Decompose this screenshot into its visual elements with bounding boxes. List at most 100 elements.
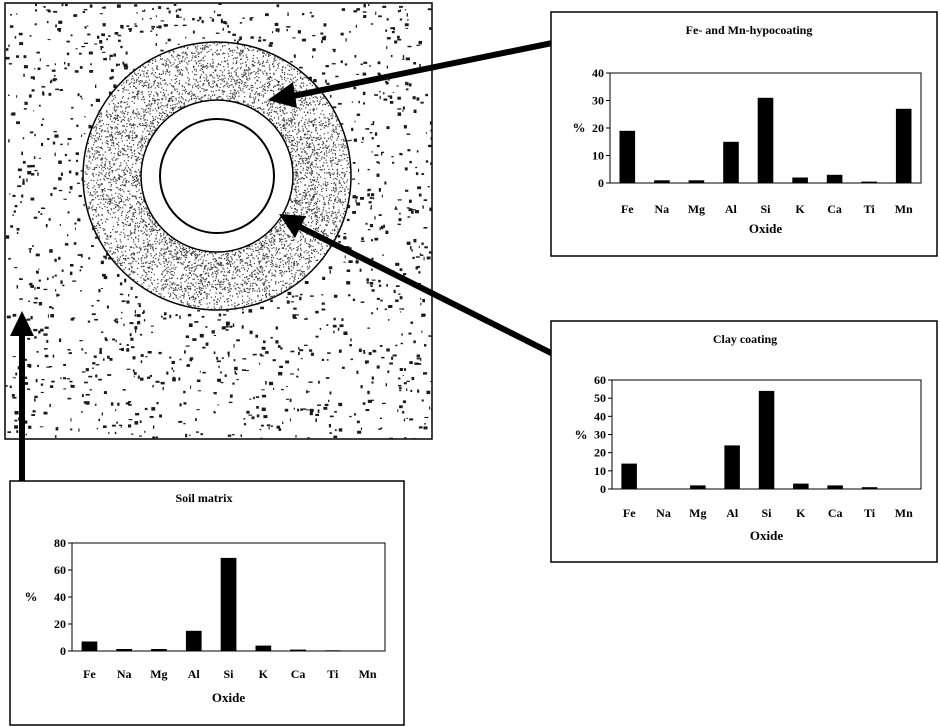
hypocoating-grain: [160, 118, 162, 121]
hypocoating-grain: [305, 88, 308, 90]
hypocoating-grain: [321, 212, 323, 214]
hypocoating-grain: [307, 111, 309, 113]
hypocoating-grain: [220, 308, 223, 310]
hypocoating-grain: [320, 120, 322, 122]
matrix-grain: [48, 366, 53, 368]
matrix-grain: [29, 131, 34, 134]
hypocoating-grain: [330, 115, 332, 117]
matrix-grain: [376, 365, 380, 369]
hypocoating-grain: [146, 211, 148, 213]
hypocoating-grain: [300, 120, 302, 122]
hypocoating-grain: [97, 229, 99, 231]
hypocoating-grain: [306, 198, 308, 200]
hypocoating-grain: [115, 117, 117, 120]
matrix-grain: [158, 351, 162, 355]
hypocoating-grain: [326, 102, 329, 104]
matrix-grain: [337, 102, 342, 105]
hypocoating-grain: [240, 53, 242, 55]
hypocoating-grain: [119, 245, 121, 247]
hypocoating-grain: [229, 76, 231, 78]
hypocoating-grain: [261, 94, 263, 96]
hypocoating-grain: [311, 164, 313, 166]
hypocoating-grain: [199, 300, 201, 302]
hypocoating-grain: [230, 97, 232, 99]
matrix-grain: [211, 330, 215, 334]
matrix-grain: [374, 132, 378, 136]
hypocoating-grain: [118, 150, 120, 153]
hypocoating-grain: [106, 143, 108, 145]
hypocoating-grain: [137, 179, 139, 181]
hypocoating-grain: [113, 109, 115, 111]
hypocoating-grain: [181, 277, 183, 279]
hypocoating-grain: [212, 54, 214, 56]
hypocoating-grain: [166, 84, 169, 86]
hypocoating-grain: [342, 178, 344, 180]
matrix-grain: [59, 338, 62, 342]
hypocoating-grain: [187, 275, 189, 277]
hypocoating-grain: [94, 226, 96, 228]
hypocoating-grain: [123, 112, 125, 114]
matrix-grain: [122, 389, 126, 391]
hypocoating-grain: [309, 208, 311, 210]
hypocoating-grain: [341, 222, 343, 224]
hypocoating-grain: [140, 148, 142, 150]
hypocoating-grain: [185, 279, 188, 281]
hypocoating-grain: [206, 51, 208, 53]
hypocoating-grain: [299, 259, 301, 261]
hypocoating-grain: [265, 256, 267, 258]
matrix-grain: [134, 326, 138, 330]
hypocoating-grain: [283, 123, 285, 125]
matrix-grain: [412, 438, 416, 439]
hypocoating-grain: [177, 258, 180, 260]
hypocoating-grain: [250, 71, 252, 74]
hypocoating-grain: [268, 78, 270, 80]
matrix-grain: [263, 415, 268, 419]
hypocoating-grain: [294, 118, 296, 120]
hypocoating-grain: [98, 122, 100, 124]
matrix-grain: [403, 273, 407, 276]
hypocoating-grain: [258, 61, 260, 63]
hypocoating-grain: [148, 85, 150, 87]
hypocoating-grain: [174, 268, 176, 270]
hypocoating-grain: [123, 269, 125, 271]
hypocoating-grain: [124, 183, 126, 185]
hypocoating-grain: [256, 76, 258, 78]
matrix-grain: [407, 149, 411, 152]
hypocoating-grain: [168, 241, 171, 243]
hypocoating-grain: [312, 199, 314, 201]
hypocoating-grain: [128, 134, 130, 136]
hypocoating-grain: [176, 253, 178, 255]
hypocoating-grain: [161, 284, 163, 286]
hypocoating-grain: [284, 233, 286, 235]
hypocoating-grain: [124, 258, 126, 261]
hypocoating-grain: [308, 208, 310, 210]
hypocoating-grain: [308, 244, 311, 246]
hypocoating-grain: [301, 157, 303, 159]
matrix-grain: [8, 139, 10, 143]
hypocoating-grain: [283, 72, 286, 74]
matrix-grain: [289, 418, 291, 422]
hypocoating-grain: [286, 240, 288, 242]
hypocoating-grain: [192, 273, 195, 275]
hypocoating-grain: [216, 274, 218, 276]
hypocoating-grain: [205, 89, 207, 91]
hypocoating-grain: [315, 130, 317, 132]
hypocoating-grain: [339, 174, 341, 176]
matrix-grain: [49, 385, 54, 388]
hypocoating-grain: [139, 171, 141, 173]
hypocoating-grain: [226, 267, 229, 269]
hypocoating-grain: [239, 260, 241, 262]
hypocoating-grain: [222, 91, 224, 93]
hypocoating-grain: [274, 240, 276, 242]
matrix-grain: [333, 317, 336, 321]
hypocoating-grain: [152, 116, 154, 118]
hypocoating-grain: [173, 293, 176, 295]
matrix-grain: [328, 424, 331, 428]
matrix-grain: [397, 108, 402, 110]
matrix-grain: [384, 181, 387, 185]
hypocoating-grain: [121, 125, 124, 127]
hypocoating-grain: [133, 271, 135, 273]
hypocoating-grain: [86, 155, 88, 157]
matrix-grain: [410, 389, 413, 392]
hypocoating-grain: [326, 245, 328, 247]
